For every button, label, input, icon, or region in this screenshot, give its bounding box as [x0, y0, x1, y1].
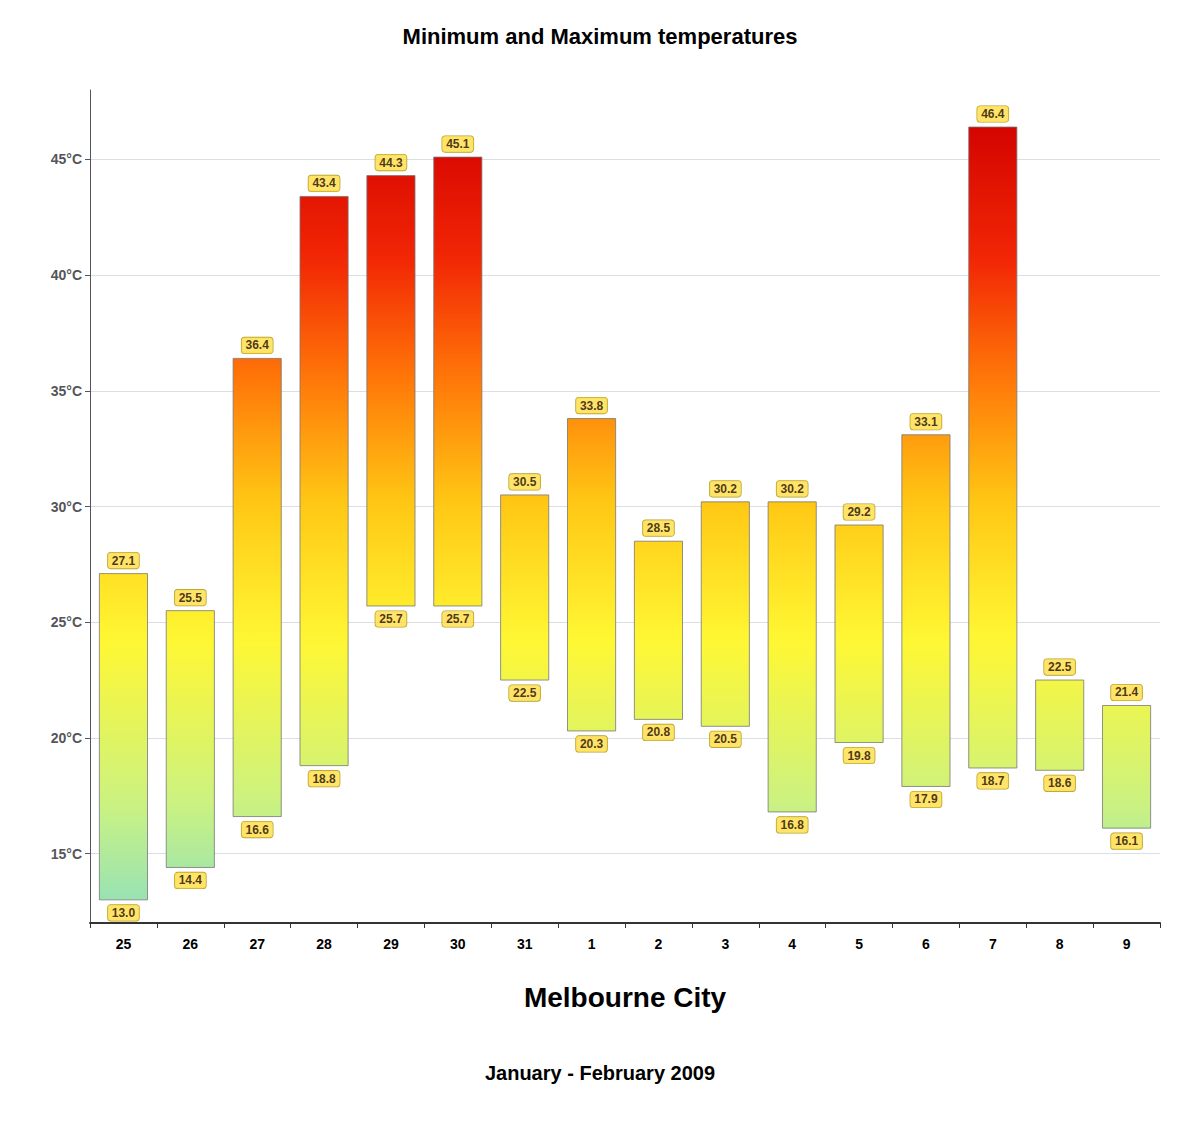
- svg-text:1: 1: [588, 936, 596, 952]
- svg-text:26: 26: [183, 936, 199, 952]
- svg-text:28.5: 28.5: [647, 521, 671, 535]
- svg-text:January - February 2009: January - February 2009: [485, 1062, 715, 1084]
- svg-text:25°C: 25°C: [51, 614, 82, 630]
- svg-text:5: 5: [855, 936, 863, 952]
- svg-text:30°C: 30°C: [51, 499, 82, 515]
- svg-text:18.6: 18.6: [1048, 776, 1072, 790]
- svg-text:Melbourne City: Melbourne City: [524, 982, 727, 1013]
- svg-text:17.9: 17.9: [914, 792, 938, 806]
- svg-text:45.1: 45.1: [446, 137, 470, 151]
- svg-text:25: 25: [116, 936, 132, 952]
- svg-text:31: 31: [517, 936, 533, 952]
- svg-text:9: 9: [1123, 936, 1131, 952]
- svg-text:25.5: 25.5: [179, 591, 203, 605]
- svg-text:33.1: 33.1: [914, 415, 938, 429]
- svg-text:20.3: 20.3: [580, 737, 604, 751]
- svg-text:25.7: 25.7: [379, 612, 403, 626]
- svg-text:45°C: 45°C: [51, 151, 82, 167]
- svg-text:27.1: 27.1: [112, 554, 136, 568]
- svg-text:18.7: 18.7: [981, 774, 1005, 788]
- svg-text:22.5: 22.5: [1048, 660, 1072, 674]
- svg-text:40°C: 40°C: [51, 267, 82, 283]
- svg-text:27: 27: [249, 936, 265, 952]
- svg-text:36.4: 36.4: [246, 338, 270, 352]
- svg-text:30.2: 30.2: [714, 482, 738, 496]
- svg-text:3: 3: [721, 936, 729, 952]
- svg-text:44.3: 44.3: [379, 156, 403, 170]
- svg-text:21.4: 21.4: [1115, 685, 1139, 699]
- svg-text:43.4: 43.4: [312, 176, 336, 190]
- svg-text:33.8: 33.8: [580, 399, 604, 413]
- svg-text:46.4: 46.4: [981, 107, 1005, 121]
- svg-text:18.8: 18.8: [312, 772, 336, 786]
- svg-text:13.0: 13.0: [112, 906, 136, 920]
- svg-text:14.4: 14.4: [179, 873, 203, 887]
- svg-text:28: 28: [316, 936, 332, 952]
- svg-text:16.1: 16.1: [1115, 834, 1139, 848]
- svg-text:16.8: 16.8: [781, 818, 805, 832]
- svg-text:Minimum and Maximum temperatur: Minimum and Maximum temperatures: [403, 24, 798, 49]
- svg-text:20°C: 20°C: [51, 730, 82, 746]
- svg-text:6: 6: [922, 936, 930, 952]
- svg-text:22.5: 22.5: [513, 686, 537, 700]
- svg-text:29.2: 29.2: [847, 505, 871, 519]
- svg-text:4: 4: [788, 936, 796, 952]
- svg-text:15°C: 15°C: [51, 846, 82, 862]
- svg-text:30: 30: [450, 936, 466, 952]
- svg-text:19.8: 19.8: [847, 749, 871, 763]
- svg-text:35°C: 35°C: [51, 383, 82, 399]
- svg-text:7: 7: [989, 936, 997, 952]
- svg-text:20.5: 20.5: [714, 732, 738, 746]
- svg-text:30.2: 30.2: [781, 482, 805, 496]
- svg-text:20.8: 20.8: [647, 725, 671, 739]
- svg-text:16.6: 16.6: [246, 823, 270, 837]
- svg-text:30.5: 30.5: [513, 475, 537, 489]
- svg-text:29: 29: [383, 936, 399, 952]
- svg-text:8: 8: [1056, 936, 1064, 952]
- svg-text:25.7: 25.7: [446, 612, 470, 626]
- svg-text:2: 2: [655, 936, 663, 952]
